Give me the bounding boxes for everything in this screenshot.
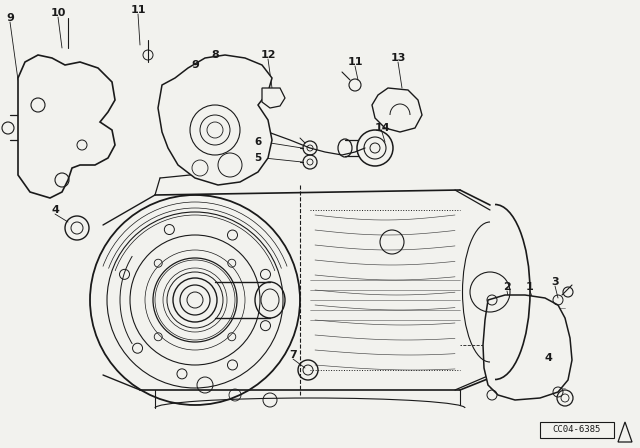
Text: 4: 4	[51, 205, 59, 215]
Polygon shape	[372, 88, 422, 132]
Text: 11: 11	[131, 5, 146, 15]
Text: 3: 3	[551, 277, 559, 287]
Text: 13: 13	[390, 53, 406, 63]
Polygon shape	[262, 88, 285, 108]
Text: 5: 5	[254, 153, 262, 163]
Polygon shape	[18, 55, 115, 198]
Polygon shape	[483, 295, 572, 400]
Text: 14: 14	[374, 123, 390, 133]
Text: 1: 1	[526, 282, 534, 292]
Polygon shape	[158, 55, 272, 185]
Text: 7: 7	[289, 350, 297, 360]
Text: 8: 8	[211, 50, 219, 60]
Text: 4: 4	[544, 353, 552, 363]
Text: 6: 6	[254, 137, 262, 147]
Text: CC04-6385: CC04-6385	[553, 426, 601, 435]
Text: 11: 11	[348, 57, 363, 67]
Circle shape	[31, 98, 45, 112]
Text: 10: 10	[51, 8, 66, 18]
Text: 9: 9	[191, 60, 199, 70]
Text: 2: 2	[503, 282, 511, 292]
Text: 9: 9	[6, 13, 14, 23]
Text: 12: 12	[260, 50, 276, 60]
